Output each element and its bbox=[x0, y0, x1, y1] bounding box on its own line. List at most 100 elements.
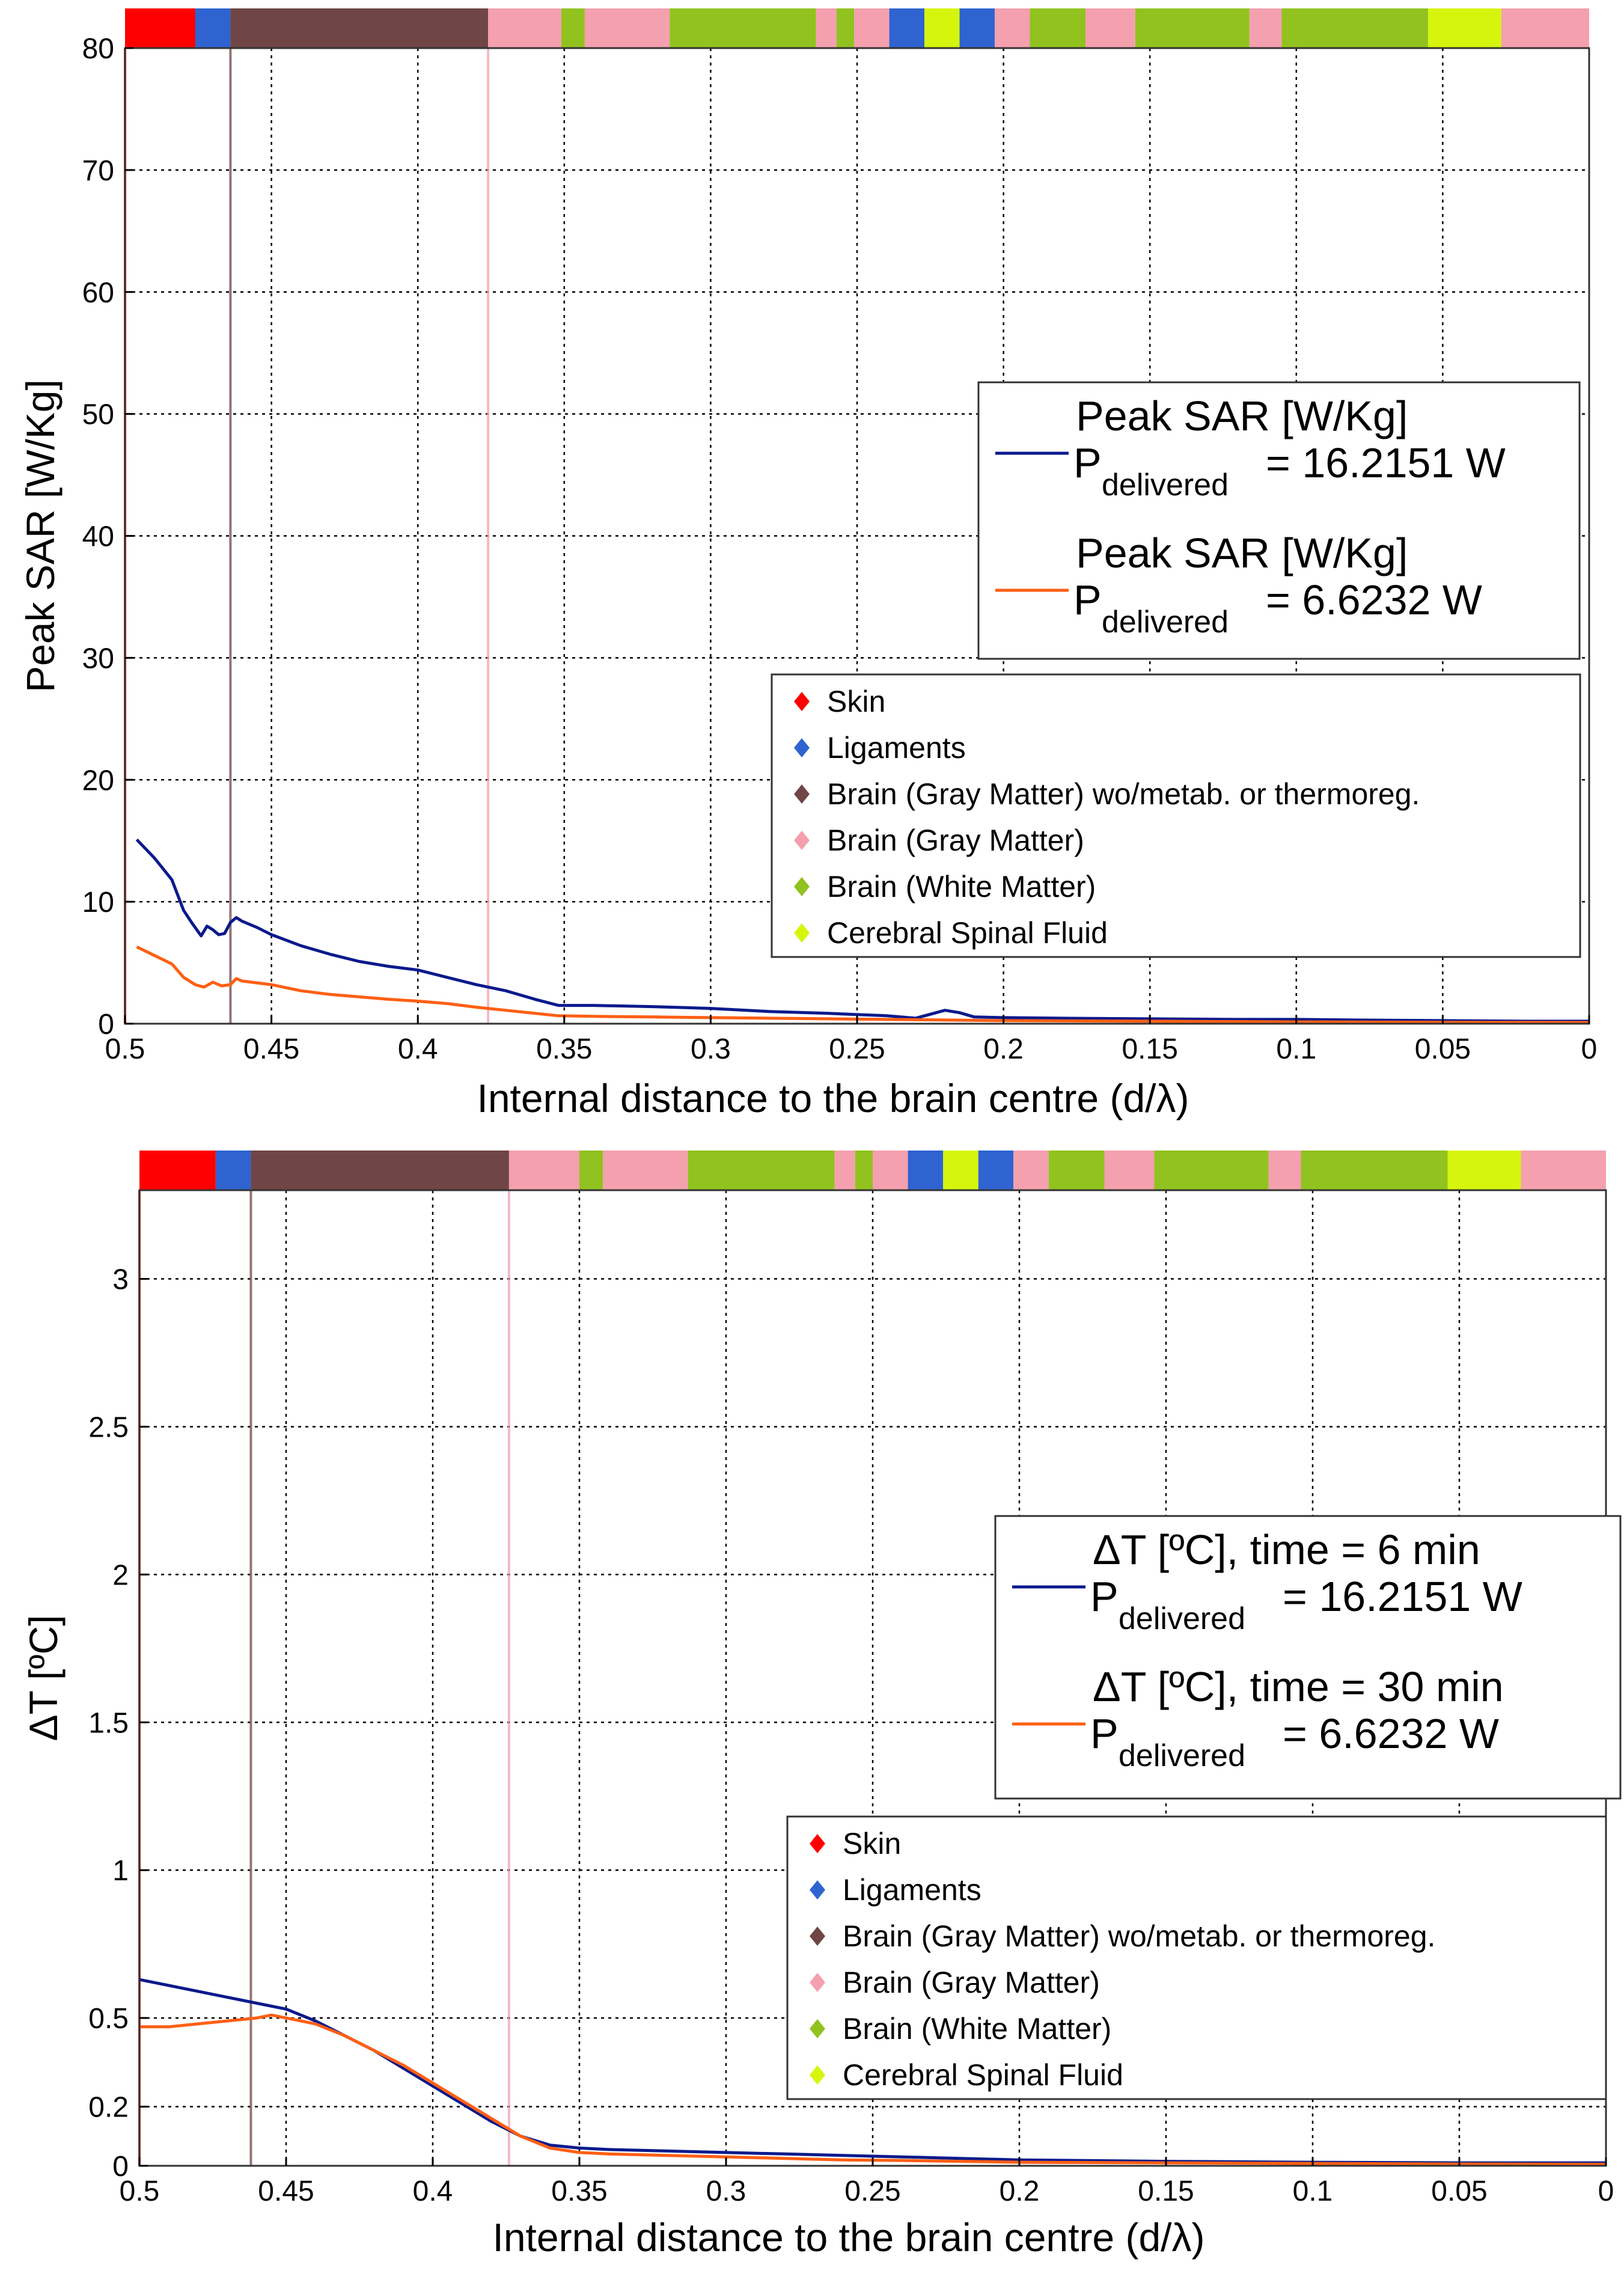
legend-series-name: ΔT [ºC], time = 6 min bbox=[1093, 1526, 1480, 1573]
x-tick-label: 0.25 bbox=[829, 1033, 885, 1065]
y-tick-label: 2.5 bbox=[88, 1411, 129, 1443]
y-tick-label: 70 bbox=[82, 155, 114, 187]
tissue-segment bbox=[670, 8, 816, 48]
y-tick-label: 2 bbox=[112, 1559, 129, 1591]
legend-series-name: ΔT [ºC], time = 30 min bbox=[1093, 1663, 1504, 1710]
tissue-segment bbox=[924, 8, 960, 48]
tissue-segment bbox=[603, 1151, 688, 1190]
tissue-segment bbox=[488, 8, 561, 48]
series-line-low-power bbox=[136, 945, 1590, 1024]
tissue-segment bbox=[873, 1151, 908, 1190]
x-tick-label: 0.35 bbox=[536, 1033, 592, 1065]
x-tick-label: 0.15 bbox=[1122, 1033, 1177, 1065]
x-tick-label: 0.5 bbox=[105, 1033, 145, 1065]
tissue-segment bbox=[195, 8, 231, 48]
tissue-segment bbox=[889, 8, 925, 48]
tissue-segment bbox=[561, 8, 585, 48]
legend-power-subscript: delivered bbox=[1119, 1601, 1245, 1636]
tissue-segment bbox=[816, 8, 837, 48]
tissue-marker-icon bbox=[794, 923, 810, 943]
legend-power-subscript: delivered bbox=[1102, 468, 1229, 503]
y-tick-label: 1 bbox=[112, 1855, 129, 1887]
y-tick-label: 0 bbox=[98, 1009, 114, 1041]
legend-power-subscript: delivered bbox=[1119, 1738, 1245, 1773]
tissue-legend-label: Brain (White Matter) bbox=[827, 870, 1096, 903]
tissue-legend-label: Skin bbox=[843, 1827, 901, 1860]
tissue-marker-icon bbox=[810, 1927, 825, 1946]
x-tick-label: 0.2 bbox=[983, 1033, 1024, 1065]
tissue-segment bbox=[508, 1151, 579, 1190]
series-legend-box bbox=[994, 1515, 1622, 1800]
y-tick-label: 60 bbox=[82, 277, 114, 309]
tissue-legend-label: Brain (Gray Matter) bbox=[827, 824, 1084, 857]
temperature-chart: 0.5 0.45 0.4 0.35 0.3 0.25 0.2 0.15 0.1 0.05 0 0 0.2… bbox=[21, 1151, 1622, 2260]
y-tick-label: 0 bbox=[112, 2151, 129, 2183]
tissue-legend-label: Skin bbox=[827, 685, 885, 718]
tissue-legend-label: Brain (Gray Matter) wo/metab. or thermor… bbox=[843, 1919, 1435, 1953]
legend-power-value: = 16.2151 W bbox=[1266, 439, 1506, 486]
x-axis-label: Internal distance to the brain centre (d… bbox=[493, 2215, 1205, 2260]
y-tick-label: 50 bbox=[82, 399, 114, 431]
tissue-legend-label: Brain (White Matter) bbox=[843, 2012, 1111, 2046]
series-line-low-power bbox=[139, 2013, 1607, 2166]
tissue-segment bbox=[1521, 1151, 1606, 1190]
y-tick-label: 10 bbox=[82, 887, 114, 918]
tissue-segment bbox=[584, 8, 670, 48]
y-tick-label: 3 bbox=[112, 1264, 129, 1296]
y-tick-label: 0.2 bbox=[88, 2092, 129, 2124]
tissue-segment bbox=[1030, 8, 1086, 48]
sar-chart: 0.5 0.45 0.4 0.35 0.3 0.25 0.2 0.15 0.1 0.05 0 0 10 2… bbox=[18, 8, 1597, 1120]
y-tick-label: 30 bbox=[82, 643, 114, 674]
tissue-segment bbox=[1085, 8, 1135, 48]
x-tick-label: 0.05 bbox=[1415, 1033, 1471, 1065]
tissue-segment bbox=[579, 1151, 603, 1190]
legend-power-value: = 16.2151 W bbox=[1283, 1573, 1522, 1620]
y-axis-label: ΔT [ºC] bbox=[21, 1615, 66, 1741]
tissue-legend-box bbox=[771, 673, 1581, 958]
legend-series-name: Peak SAR [W/Kg] bbox=[1076, 530, 1408, 576]
x-tick-label: 0.5 bbox=[120, 2175, 160, 2207]
x-tick-label: 0.45 bbox=[258, 2175, 314, 2207]
legend-power-subscript: delivered bbox=[1102, 605, 1229, 640]
tissue-legend-label: Ligaments bbox=[843, 1873, 981, 1907]
legend-power-symbol: P bbox=[1073, 576, 1102, 623]
y-tick-label: 80 bbox=[82, 33, 114, 65]
x-tick-label: 0.4 bbox=[413, 2175, 453, 2207]
tissue-legend-box bbox=[786, 1815, 1607, 2100]
legend-power-symbol: P bbox=[1090, 1710, 1119, 1757]
tissue-marker-icon bbox=[794, 692, 810, 711]
tissue-segment bbox=[1501, 8, 1589, 48]
x-axis-label: Internal distance to the brain centre (d… bbox=[477, 1076, 1189, 1120]
legend-series-name: Peak SAR [W/Kg] bbox=[1076, 393, 1408, 439]
tissue-marker-icon bbox=[794, 831, 810, 850]
tissue-marker-icon bbox=[794, 877, 810, 896]
tissue-segment bbox=[1048, 1151, 1105, 1190]
tissue-segment bbox=[855, 1151, 873, 1190]
y-tick-label: 40 bbox=[82, 521, 114, 553]
x-tick-label: 0 bbox=[1581, 1033, 1598, 1065]
tissue-segment bbox=[1154, 1151, 1269, 1190]
x-tick-label: 0.35 bbox=[551, 2175, 607, 2207]
tissue-bar bbox=[139, 1151, 1606, 1190]
x-tick-label: 0.1 bbox=[1276, 1033, 1316, 1065]
tissue-legend: Skin Ligaments Brain (Gray Matter) wo/meta… bbox=[771, 673, 1581, 958]
tissue-segment bbox=[688, 1151, 835, 1190]
tissue-segment bbox=[215, 1151, 251, 1190]
tissue-bar bbox=[125, 8, 1589, 48]
x-tick-label: 0 bbox=[1598, 2175, 1614, 2207]
legend-power-value: = 6.6232 W bbox=[1266, 576, 1482, 623]
tissue-segment bbox=[1281, 8, 1429, 48]
tissue-segment bbox=[908, 1151, 944, 1190]
tissue-segment bbox=[251, 1151, 509, 1190]
tissue-legend-label: Brain (Gray Matter) bbox=[843, 1966, 1100, 1999]
tissue-marker-icon bbox=[810, 1834, 825, 1853]
tissue-legend-label: Brain (Gray Matter) wo/metab. or thermor… bbox=[827, 777, 1420, 811]
tissue-segment bbox=[1135, 8, 1250, 48]
tissue-segment bbox=[139, 1151, 216, 1190]
legend-power-symbol: P bbox=[1073, 439, 1102, 486]
tissue-segment bbox=[959, 8, 995, 48]
x-tick-label: 0.3 bbox=[691, 1033, 731, 1065]
tissue-marker-icon bbox=[810, 1973, 825, 1992]
tissue-segment bbox=[125, 8, 195, 48]
tissue-segment bbox=[1249, 8, 1282, 48]
